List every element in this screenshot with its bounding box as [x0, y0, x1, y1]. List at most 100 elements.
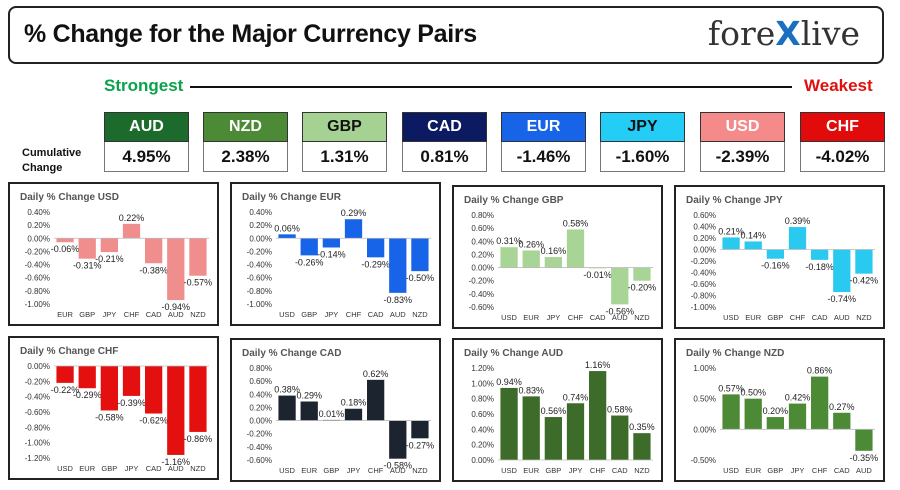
data-label: -0.35%	[850, 453, 879, 463]
bar-gbp	[544, 417, 562, 460]
x-category-label: EUR	[301, 466, 317, 475]
x-category-label: EUR	[57, 310, 73, 319]
bar-nzd	[411, 238, 429, 272]
bar-eur	[300, 401, 318, 421]
daily-change-panel-2: Daily % Change GBP 0.80% 0.60% 0.40% 0.20% 0.…	[452, 185, 663, 329]
x-category-label: CHF	[568, 313, 584, 322]
x-category-label: GBP	[767, 466, 783, 475]
y-tick-label: -1.00%	[691, 303, 716, 312]
bar-nzd	[633, 433, 651, 460]
data-label: -0.83%	[384, 295, 413, 305]
x-category-label: JPY	[791, 466, 805, 475]
x-category-label: CHF	[346, 310, 362, 319]
x-category-label: CAD	[146, 310, 162, 319]
daily-change-chart: Daily % Change USD0.40%0.20%0.00%-0.20%-…	[20, 192, 213, 319]
bar-aud	[611, 267, 629, 305]
x-category-label: CAD	[590, 313, 606, 322]
data-label: -0.29%	[73, 390, 102, 400]
data-label: -0.27%	[406, 440, 435, 450]
data-label: 0.16%	[541, 246, 567, 256]
data-label: 0.27%	[829, 402, 855, 412]
x-category-label: NZD	[412, 310, 428, 319]
strength-rule	[190, 86, 792, 88]
y-tick-label: -0.40%	[691, 269, 716, 278]
x-category-label: EUR	[745, 313, 761, 322]
x-category-label: USD	[723, 466, 739, 475]
daily-change-chart: Daily % Change GBP0.80%0.60%0.40%0.20%0.…	[464, 195, 656, 322]
bar-cad	[611, 415, 629, 460]
bar-jpy	[344, 408, 363, 421]
x-category-label: NZD	[190, 464, 206, 473]
x-category-label: AUD	[168, 310, 184, 319]
x-category-label: USD	[57, 464, 73, 473]
x-category-label: NZD	[634, 313, 650, 322]
x-category-label: AUD	[612, 313, 628, 322]
y-tick-label: 0.60%	[693, 211, 716, 220]
currency-tile-chf: CHF -4.02%	[800, 112, 885, 172]
chart-title: Daily % Change EUR	[242, 192, 342, 203]
daily-change-panel-4: Daily % Change CHF 0.00% -0.20% -0.40% -0.60…	[8, 336, 219, 480]
daily-change-chart: Daily % Change CHF 0.00% -0.20% -0.40% -0.60…	[20, 346, 212, 473]
bar-jpy	[122, 366, 141, 396]
data-label: -0.22%	[51, 385, 80, 395]
y-tick-label: -0.80%	[25, 423, 50, 432]
bar-gbp	[766, 417, 784, 430]
y-tick-label: 1.00%	[693, 364, 716, 373]
x-category-label: CAD	[812, 313, 828, 322]
bar-chf	[122, 223, 141, 239]
daily-change-panel-7: Daily % Change NZD 1.00% 0.50% 0.00% -0.50% 0…	[674, 338, 885, 482]
bar-usd	[500, 247, 518, 268]
y-tick-label: 0.00%	[471, 264, 494, 273]
data-label: 0.22%	[119, 213, 145, 223]
y-tick-label: -0.60%	[247, 456, 272, 465]
data-label: 0.58%	[607, 405, 633, 415]
data-label: -0.58%	[384, 461, 413, 471]
y-tick-label: 0.00%	[27, 234, 50, 243]
data-label: 0.29%	[341, 208, 367, 218]
bar-nzd	[189, 366, 207, 432]
daily-change-panel-0: Daily % Change USD 0.40% 0.20% 0.00% -0.20% -…	[8, 182, 219, 326]
y-tick-label: -0.40%	[469, 290, 494, 299]
x-category-label: USD	[501, 466, 517, 475]
data-label: -0.29%	[361, 259, 390, 269]
bar-usd	[500, 387, 518, 460]
daily-change-panel-1: Daily % Change EUR 0.40% 0.20% 0.00% -0.20% -…	[230, 182, 441, 326]
data-label: 0.57%	[718, 383, 744, 393]
x-category-label: USD	[723, 313, 739, 322]
y-tick-label: 0.00%	[249, 417, 272, 426]
data-label: 0.86%	[807, 366, 833, 376]
y-tick-label: -0.20%	[247, 430, 272, 439]
data-label: 0.94%	[496, 377, 522, 387]
bar-aud	[167, 366, 185, 455]
data-label: -0.31%	[73, 261, 102, 271]
data-label: -0.94%	[162, 302, 191, 312]
bar-aud	[833, 249, 851, 293]
x-category-label: USD	[279, 466, 295, 475]
bar-jpy	[100, 238, 118, 253]
y-tick-label: -0.80%	[247, 287, 272, 296]
y-tick-label: 0.00%	[471, 456, 494, 465]
currency-tile-aud: AUD 4.95%	[104, 112, 189, 172]
bar-usd	[278, 234, 296, 239]
y-tick-label: 0.40%	[693, 223, 716, 232]
x-category-label: EUR	[523, 466, 539, 475]
y-tick-label: -0.40%	[25, 393, 50, 402]
x-category-label: CAD	[612, 466, 628, 475]
y-tick-label: 0.00%	[693, 246, 716, 255]
x-category-label: AUD	[390, 310, 406, 319]
bar-usd	[722, 237, 740, 250]
data-label: 0.50%	[740, 388, 766, 398]
bar-gbp	[300, 238, 318, 256]
currency-code: EUR	[501, 112, 586, 142]
x-category-label: GBP	[323, 466, 339, 475]
currency-code: AUD	[104, 112, 189, 142]
data-label: -0.14%	[317, 249, 346, 259]
currency-cumulative-value: 2.38%	[203, 142, 288, 172]
bar-eur	[744, 398, 762, 430]
y-tick-label: -0.40%	[25, 261, 50, 270]
data-label: -0.57%	[184, 278, 213, 288]
data-label: -0.38%	[139, 265, 168, 275]
y-tick-label: 0.20%	[471, 250, 494, 259]
currency-tile-eur: EUR -1.46%	[501, 112, 586, 172]
x-category-label: CHF	[368, 466, 384, 475]
